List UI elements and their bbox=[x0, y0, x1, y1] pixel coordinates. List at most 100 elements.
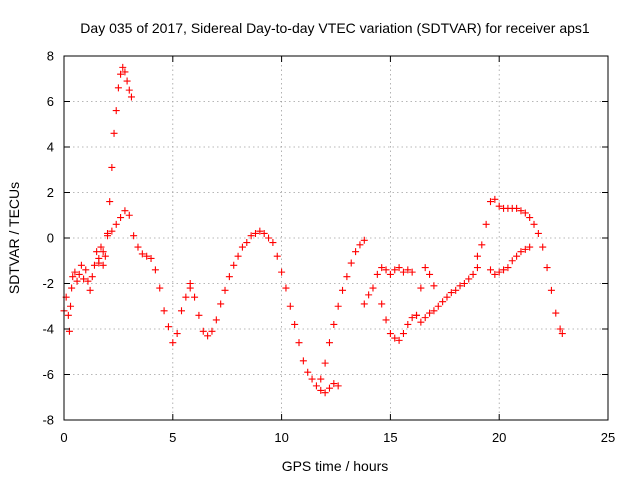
data-point bbox=[173, 330, 181, 338]
data-point bbox=[391, 266, 399, 274]
data-point bbox=[269, 239, 277, 247]
data-point bbox=[434, 302, 442, 310]
data-point bbox=[260, 229, 268, 237]
series-arc-1 bbox=[60, 63, 135, 335]
data-point bbox=[80, 275, 88, 283]
data-point bbox=[178, 307, 186, 315]
data-point bbox=[417, 284, 425, 292]
data-point bbox=[558, 330, 566, 338]
data-point bbox=[208, 327, 216, 335]
x-tick-label: 25 bbox=[601, 430, 615, 445]
data-point bbox=[130, 232, 138, 240]
data-point bbox=[347, 259, 355, 267]
x-tick-label: 0 bbox=[60, 430, 67, 445]
y-axis-title: SDTVAR / TECUs bbox=[6, 182, 22, 294]
data-point bbox=[247, 232, 255, 240]
data-point bbox=[125, 86, 133, 94]
series-arc-8 bbox=[486, 195, 566, 338]
series-arc-7 bbox=[473, 220, 534, 278]
data-point bbox=[97, 243, 105, 251]
data-point bbox=[426, 270, 434, 278]
data-point bbox=[278, 268, 286, 276]
data-point bbox=[265, 234, 273, 242]
y-tick-label: -4 bbox=[42, 322, 54, 337]
data-point bbox=[378, 264, 386, 272]
data-point bbox=[408, 268, 416, 276]
grid-layer bbox=[64, 56, 608, 420]
data-point bbox=[408, 314, 416, 322]
data-point bbox=[286, 302, 294, 310]
y-tick-label: 4 bbox=[47, 140, 54, 155]
data-point bbox=[82, 266, 90, 274]
series-arc-4 bbox=[317, 236, 368, 383]
series-arc-5 bbox=[360, 264, 438, 319]
data-point bbox=[495, 268, 503, 276]
x-tick-label: 5 bbox=[169, 430, 176, 445]
data-point bbox=[121, 207, 129, 215]
data-point bbox=[373, 270, 381, 278]
data-point bbox=[304, 368, 312, 376]
y-tick-label: -6 bbox=[42, 367, 54, 382]
x-tick-label: 15 bbox=[383, 430, 397, 445]
data-point bbox=[439, 298, 447, 306]
data-point bbox=[465, 275, 473, 283]
data-point bbox=[413, 311, 421, 319]
data-point bbox=[112, 220, 120, 228]
data-point bbox=[491, 270, 499, 278]
data-points-layer bbox=[60, 63, 566, 397]
data-point bbox=[334, 382, 342, 390]
data-point bbox=[112, 107, 120, 115]
data-point bbox=[95, 259, 103, 267]
data-point bbox=[495, 202, 503, 210]
data-point bbox=[395, 336, 403, 344]
data-point bbox=[199, 327, 207, 335]
data-point bbox=[513, 204, 521, 212]
data-point bbox=[108, 227, 116, 235]
data-point bbox=[164, 323, 172, 331]
data-point bbox=[325, 384, 333, 392]
series-arc-3 bbox=[186, 227, 342, 397]
data-point bbox=[386, 270, 394, 278]
data-point bbox=[404, 320, 412, 328]
data-point bbox=[534, 229, 542, 237]
data-point bbox=[500, 266, 508, 274]
data-point bbox=[543, 264, 551, 272]
data-point bbox=[378, 300, 386, 308]
data-point bbox=[67, 302, 75, 310]
data-point bbox=[156, 284, 164, 292]
data-point bbox=[517, 207, 525, 215]
data-point bbox=[90, 261, 98, 269]
data-point bbox=[486, 198, 494, 206]
data-point bbox=[508, 257, 516, 265]
data-point bbox=[123, 77, 131, 85]
data-point bbox=[486, 266, 494, 274]
data-point bbox=[386, 330, 394, 338]
data-point bbox=[547, 286, 555, 294]
data-point bbox=[108, 163, 116, 171]
data-point bbox=[556, 325, 564, 333]
data-point bbox=[114, 84, 122, 92]
data-point bbox=[143, 252, 151, 260]
data-point bbox=[526, 243, 534, 251]
data-point bbox=[321, 359, 329, 367]
data-point bbox=[238, 243, 246, 251]
data-point bbox=[447, 289, 455, 297]
data-point bbox=[195, 311, 203, 319]
data-point bbox=[473, 264, 481, 272]
data-point bbox=[360, 300, 368, 308]
data-point bbox=[539, 243, 547, 251]
data-point bbox=[117, 214, 125, 222]
data-point bbox=[452, 286, 460, 294]
data-point bbox=[417, 318, 425, 326]
data-point bbox=[73, 277, 81, 285]
data-point bbox=[212, 316, 220, 324]
data-point bbox=[230, 261, 238, 269]
data-point bbox=[395, 264, 403, 272]
data-point bbox=[526, 214, 534, 222]
data-point bbox=[127, 93, 135, 101]
data-point bbox=[430, 282, 438, 290]
data-point bbox=[204, 332, 212, 340]
data-point bbox=[121, 68, 129, 76]
data-point bbox=[251, 229, 259, 237]
